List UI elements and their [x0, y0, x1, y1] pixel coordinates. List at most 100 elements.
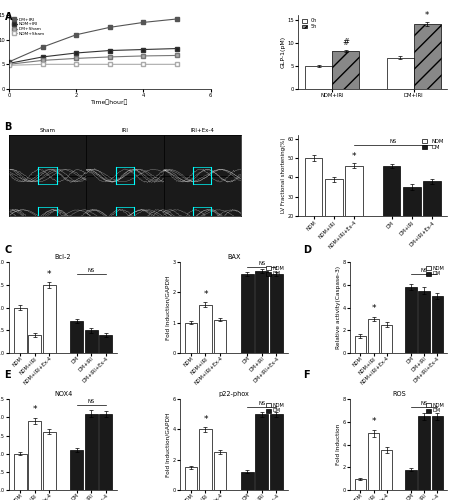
- Text: A: A: [5, 12, 12, 22]
- DM+IRI: [140, 20, 146, 26]
- Bar: [431, 416, 442, 490]
- DM+Sham: [140, 53, 146, 59]
- Line: NDM+Sham: NDM+Sham: [7, 62, 179, 67]
- Text: E: E: [5, 370, 11, 380]
- Y-axis label: Relative activity(Caspase-3): Relative activity(Caspase-3): [336, 266, 341, 349]
- X-axis label: Time（hour）: Time（hour）: [91, 100, 128, 105]
- Text: *: *: [370, 417, 375, 426]
- Bar: [380, 324, 391, 353]
- Bar: [367, 434, 378, 490]
- Line: DM+IRI: DM+IRI: [7, 17, 179, 64]
- Bar: [304, 66, 331, 89]
- Title: p22-phox: p22-phox: [218, 392, 249, 398]
- DM+IRI: [174, 16, 179, 22]
- DM+IRI: [40, 44, 45, 50]
- NDM+IRI: [140, 46, 146, 52]
- Text: Sham: Sham: [40, 128, 55, 133]
- Bar: [354, 336, 365, 353]
- Bar: [70, 450, 83, 490]
- Bar: [304, 158, 322, 254]
- Text: *: *: [203, 290, 207, 299]
- NDM+Sham: [74, 62, 79, 68]
- DM+Sham: [40, 58, 45, 64]
- Legend: NDM, DM: NDM, DM: [265, 264, 285, 278]
- Y-axis label: Fold Induction: Fold Induction: [336, 424, 341, 465]
- Text: IRI+Ex-4: IRI+Ex-4: [190, 128, 214, 133]
- Legend: DM+IRI, NDM+IRI, DM+Sham, NDM+Sham: DM+IRI, NDM+IRI, DM+Sham, NDM+Sham: [11, 17, 45, 36]
- Text: *: *: [351, 152, 355, 160]
- Text: NS: NS: [258, 261, 265, 266]
- Text: IRI: IRI: [121, 128, 128, 133]
- Bar: [28, 421, 41, 490]
- NDM+IRI: [174, 46, 179, 52]
- Bar: [85, 414, 97, 490]
- NDM+Sham: [174, 62, 179, 68]
- Bar: [380, 450, 391, 490]
- Title: ROS: ROS: [391, 392, 405, 398]
- Bar: [99, 414, 112, 490]
- Text: B: B: [5, 122, 12, 132]
- DM+Sham: [174, 52, 179, 59]
- NDM+IRI: [6, 60, 12, 66]
- Bar: [344, 166, 362, 254]
- Bar: [354, 478, 365, 490]
- Bar: [418, 416, 429, 490]
- Bar: [255, 271, 267, 353]
- Legend: NDM, DM: NDM, DM: [420, 138, 444, 151]
- Y-axis label: Fold Induction/GAPDH: Fold Induction/GAPDH: [166, 276, 170, 340]
- Text: NS: NS: [87, 400, 95, 404]
- Title: BAX: BAX: [226, 254, 240, 260]
- Bar: [99, 335, 112, 353]
- Text: C: C: [5, 245, 12, 255]
- Y-axis label: Fold Induction/GAPDH: Fold Induction/GAPDH: [166, 412, 170, 477]
- Bar: [382, 166, 400, 254]
- Legend: NDM, DM: NDM, DM: [424, 264, 444, 278]
- DM+Sham: [74, 56, 79, 62]
- Line: NDM+IRI: NDM+IRI: [7, 47, 179, 65]
- Text: NS: NS: [420, 268, 427, 273]
- Bar: [422, 182, 440, 254]
- Legend: NDM, DM: NDM, DM: [265, 402, 285, 414]
- Bar: [198, 304, 212, 353]
- Text: *: *: [32, 406, 37, 414]
- Text: *: *: [424, 11, 428, 20]
- Bar: [405, 287, 416, 353]
- Bar: [324, 180, 342, 254]
- DM+Sham: [6, 62, 12, 68]
- Bar: [418, 290, 429, 353]
- Text: #: #: [341, 38, 348, 48]
- NDM+Sham: [140, 62, 146, 68]
- Legend: NDM, DM: NDM, DM: [424, 402, 444, 414]
- Bar: [14, 308, 27, 353]
- DM+IRI: [107, 24, 112, 30]
- Y-axis label: LV Fractional shortening(%): LV Fractional shortening(%): [281, 138, 285, 214]
- Y-axis label: GLP-1(pM): GLP-1(pM): [281, 36, 285, 68]
- Text: NS: NS: [420, 402, 427, 406]
- Text: *: *: [203, 414, 207, 424]
- Bar: [213, 452, 226, 490]
- Legend: 0h, 5h: 0h, 5h: [300, 18, 317, 30]
- Bar: [240, 274, 253, 353]
- Bar: [43, 432, 55, 490]
- Bar: [405, 470, 416, 490]
- Text: D: D: [302, 245, 310, 255]
- Line: DM+Sham: DM+Sham: [7, 54, 179, 66]
- Bar: [240, 472, 253, 490]
- Text: F: F: [302, 370, 309, 380]
- Bar: [402, 187, 419, 254]
- Bar: [184, 322, 197, 353]
- NDM+Sham: [6, 62, 12, 68]
- Bar: [184, 468, 197, 490]
- Bar: [43, 285, 55, 353]
- Bar: [431, 296, 442, 353]
- DM+IRI: [74, 32, 79, 38]
- Bar: [213, 320, 226, 353]
- NDM+Sham: [40, 62, 45, 68]
- Text: NS: NS: [87, 268, 95, 273]
- Bar: [331, 51, 358, 89]
- Bar: [413, 24, 440, 89]
- Title: NOX4: NOX4: [54, 392, 72, 398]
- Bar: [14, 454, 27, 490]
- Bar: [255, 414, 267, 490]
- NDM+IRI: [74, 50, 79, 56]
